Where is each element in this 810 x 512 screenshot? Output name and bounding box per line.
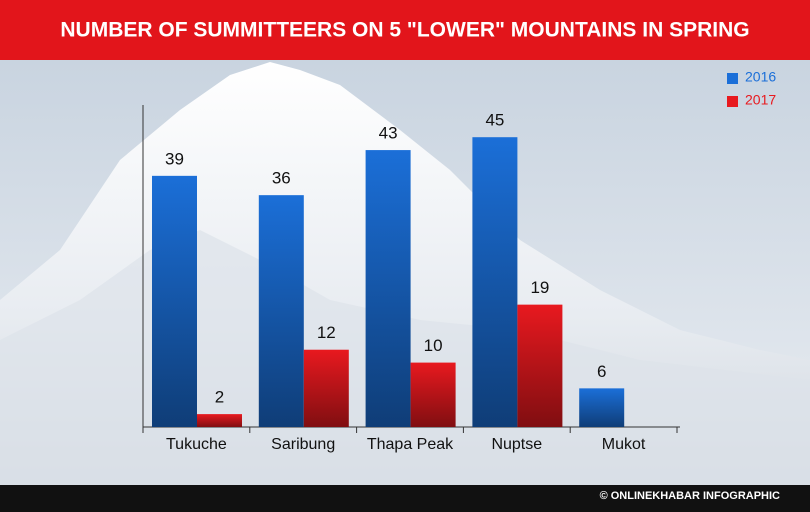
chart-title: NUMBER OF SUMMITTEERS ON 5 "LOWER" MOUNT… xyxy=(60,19,749,42)
data-label: 43 xyxy=(379,124,398,143)
x-tick-label: Tukuche xyxy=(166,436,227,453)
x-tick-label: Thapa Peak xyxy=(367,436,454,453)
legend-label: 2017 xyxy=(745,92,776,108)
data-label: 45 xyxy=(485,111,504,130)
bar xyxy=(579,388,625,427)
data-label: 6 xyxy=(597,362,606,381)
bar xyxy=(410,362,456,427)
x-tick-label: Nuptse xyxy=(491,436,542,453)
legend-swatch xyxy=(727,73,738,84)
header xyxy=(0,0,810,60)
footer xyxy=(0,485,810,512)
x-tick-label: Saribung xyxy=(271,436,335,453)
legend-swatch xyxy=(727,96,738,107)
x-tick-label: Mukot xyxy=(602,436,646,453)
bar xyxy=(152,175,197,427)
data-label: 39 xyxy=(165,149,184,168)
data-label: 19 xyxy=(530,278,549,297)
bar xyxy=(365,150,411,427)
data-label: 10 xyxy=(424,336,443,355)
legend-label: 2016 xyxy=(745,69,776,85)
bar xyxy=(258,195,304,427)
bar xyxy=(472,137,518,427)
bar xyxy=(517,304,563,427)
data-label: 2 xyxy=(215,388,224,407)
bar xyxy=(197,414,242,427)
data-label: 12 xyxy=(317,323,336,342)
source: © ONLINEKHABAR INFOGRAPHIC xyxy=(600,490,780,502)
data-label: 36 xyxy=(272,169,291,188)
bar xyxy=(303,349,349,427)
